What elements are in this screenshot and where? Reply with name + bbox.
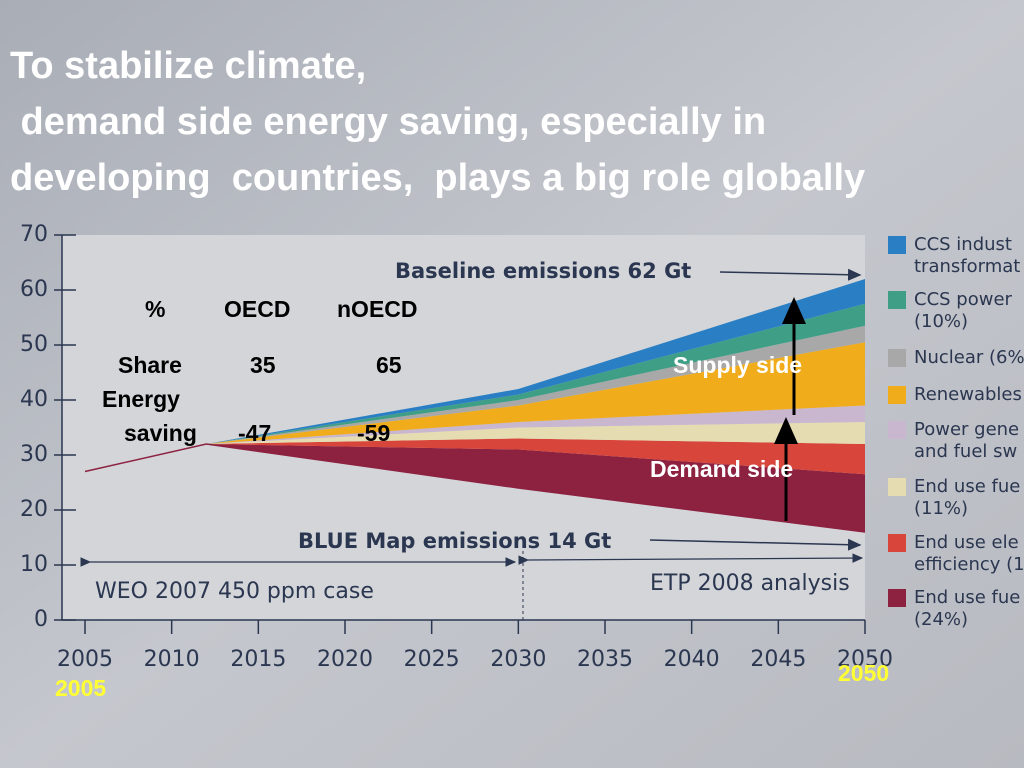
legend-label: End use fue — [914, 587, 1020, 608]
title-line: To stabilize climate, — [10, 45, 366, 87]
table-cell: 35 — [250, 352, 276, 378]
legend-label: CCS indust — [914, 234, 1012, 255]
x-tick-label: 2005 — [57, 647, 113, 672]
title-line: developing countries, plays a big role g… — [10, 157, 865, 199]
blue-arrow — [649, 538, 862, 551]
table-cell: -47 — [238, 420, 271, 446]
year-label: 2005 — [55, 675, 106, 701]
area — [85, 342, 865, 472]
legend-swatch — [888, 534, 906, 552]
legend-label: End use fue — [914, 476, 1020, 497]
range-bracket — [518, 553, 864, 565]
y-tick-label: 50 — [20, 332, 48, 357]
y-tick-label: 70 — [20, 222, 48, 247]
title-line: demand side energy saving, especially in — [10, 101, 766, 143]
y-tick-label: 60 — [20, 277, 48, 302]
legend-swatch — [888, 478, 906, 496]
y-tick-label: 20 — [20, 497, 48, 522]
area — [85, 422, 865, 472]
legend-label: Renewables — [914, 384, 1022, 405]
legend-label: End use ele — [914, 532, 1019, 553]
legend-swatch — [888, 589, 906, 607]
baseline-arrow — [719, 268, 862, 281]
legend-label: transformat — [914, 256, 1020, 277]
legend-swatch — [888, 421, 906, 439]
table-cell: -59 — [357, 420, 390, 446]
table-header: OECD — [224, 296, 290, 322]
x-tick-label: 2035 — [577, 647, 633, 672]
legend-label: CCS power — [914, 289, 1013, 310]
table-row-label: saving — [124, 420, 197, 446]
table-row-label: Energy — [102, 386, 180, 412]
table-cell: 65 — [376, 352, 402, 378]
x-tick-label: 2020 — [317, 647, 373, 672]
legend-label: Power gene — [914, 419, 1019, 440]
legend-label: efficiency (1 — [914, 554, 1024, 575]
legend-swatch — [888, 236, 906, 254]
legend-swatch — [888, 349, 906, 367]
year-label: 2050 — [838, 660, 889, 686]
blue-map-line — [84, 443, 866, 533]
area — [85, 438, 865, 475]
annotation: ETP 2008 analysis — [650, 571, 850, 596]
legend-label: Nuclear (6% — [914, 347, 1024, 368]
x-tick-label: 2015 — [230, 647, 286, 672]
annotation: WEO 2007 450 ppm case — [95, 579, 374, 604]
legend-swatch — [888, 291, 906, 309]
x-tick-label: 2010 — [144, 647, 200, 672]
x-tick-label: 2045 — [750, 647, 806, 672]
x-tick-label: 2050 — [837, 647, 893, 672]
x-tick-label: 2040 — [664, 647, 720, 672]
table-header: nOECD — [337, 296, 418, 322]
x-tick-label: 2030 — [490, 647, 546, 672]
y-tick-label: 0 — [34, 607, 48, 632]
supply-label: Supply side — [673, 352, 802, 378]
legend-label: (10%) — [914, 311, 968, 332]
x-tick-label: 2025 — [404, 647, 460, 672]
table-header: % — [145, 296, 165, 322]
demand-label: Demand side — [650, 456, 793, 482]
y-tick-label: 30 — [20, 442, 48, 467]
legend-swatch — [888, 386, 906, 404]
y-tick-label: 10 — [20, 552, 48, 577]
legend-label: and fuel sw — [914, 441, 1017, 462]
legend-label: (11%) — [914, 498, 968, 519]
area — [85, 405, 865, 472]
legend-label: (24%) — [914, 609, 968, 630]
table-row-label: Share — [118, 352, 182, 378]
annotation: Baseline emissions 62 Gt — [395, 259, 691, 283]
area — [85, 444, 865, 532]
annotation: BLUE Map emissions 14 Gt — [298, 529, 611, 553]
y-tick-label: 40 — [20, 387, 48, 412]
